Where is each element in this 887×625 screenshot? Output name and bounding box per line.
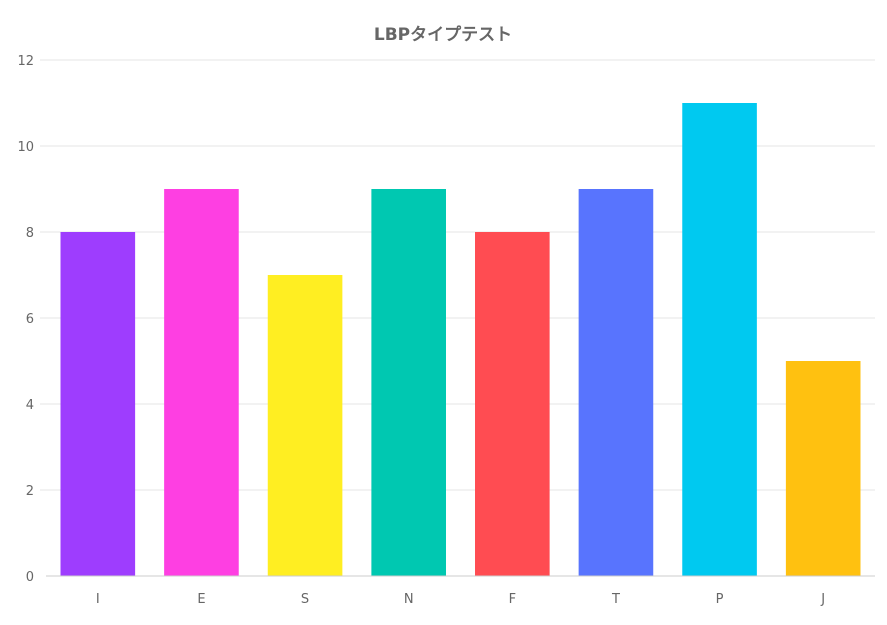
bar-j: [785, 361, 861, 576]
bar-p: [682, 103, 757, 576]
y-tick-label: 10: [17, 140, 34, 155]
y-tick-label: 2: [26, 484, 34, 499]
bar-e: [164, 189, 239, 576]
chart-title: LBPタイプテスト: [374, 24, 512, 45]
x-tick-label: J: [820, 592, 825, 607]
y-tick-label: 12: [17, 54, 34, 69]
bar-t: [578, 189, 654, 576]
bar-s: [267, 275, 343, 576]
x-tick-label: I: [96, 592, 100, 607]
x-tick-label: N: [404, 592, 414, 607]
bars: [60, 103, 861, 576]
y-tick-label: 8: [26, 226, 34, 241]
bar-n: [371, 189, 446, 576]
x-tick-label: S: [301, 592, 309, 607]
x-tick-label: F: [509, 592, 516, 607]
bar-f: [475, 232, 550, 576]
y-tick-label: 0: [26, 570, 34, 585]
y-axis-tick-labels: 0 2 4 6 8 10 12: [17, 54, 34, 585]
x-tick-label: E: [197, 592, 205, 607]
y-tick-label: 4: [26, 398, 34, 413]
x-tick-label: P: [716, 592, 724, 607]
x-tick-label: T: [611, 592, 620, 607]
bar-i: [60, 232, 136, 576]
y-tick-label: 6: [26, 312, 34, 327]
